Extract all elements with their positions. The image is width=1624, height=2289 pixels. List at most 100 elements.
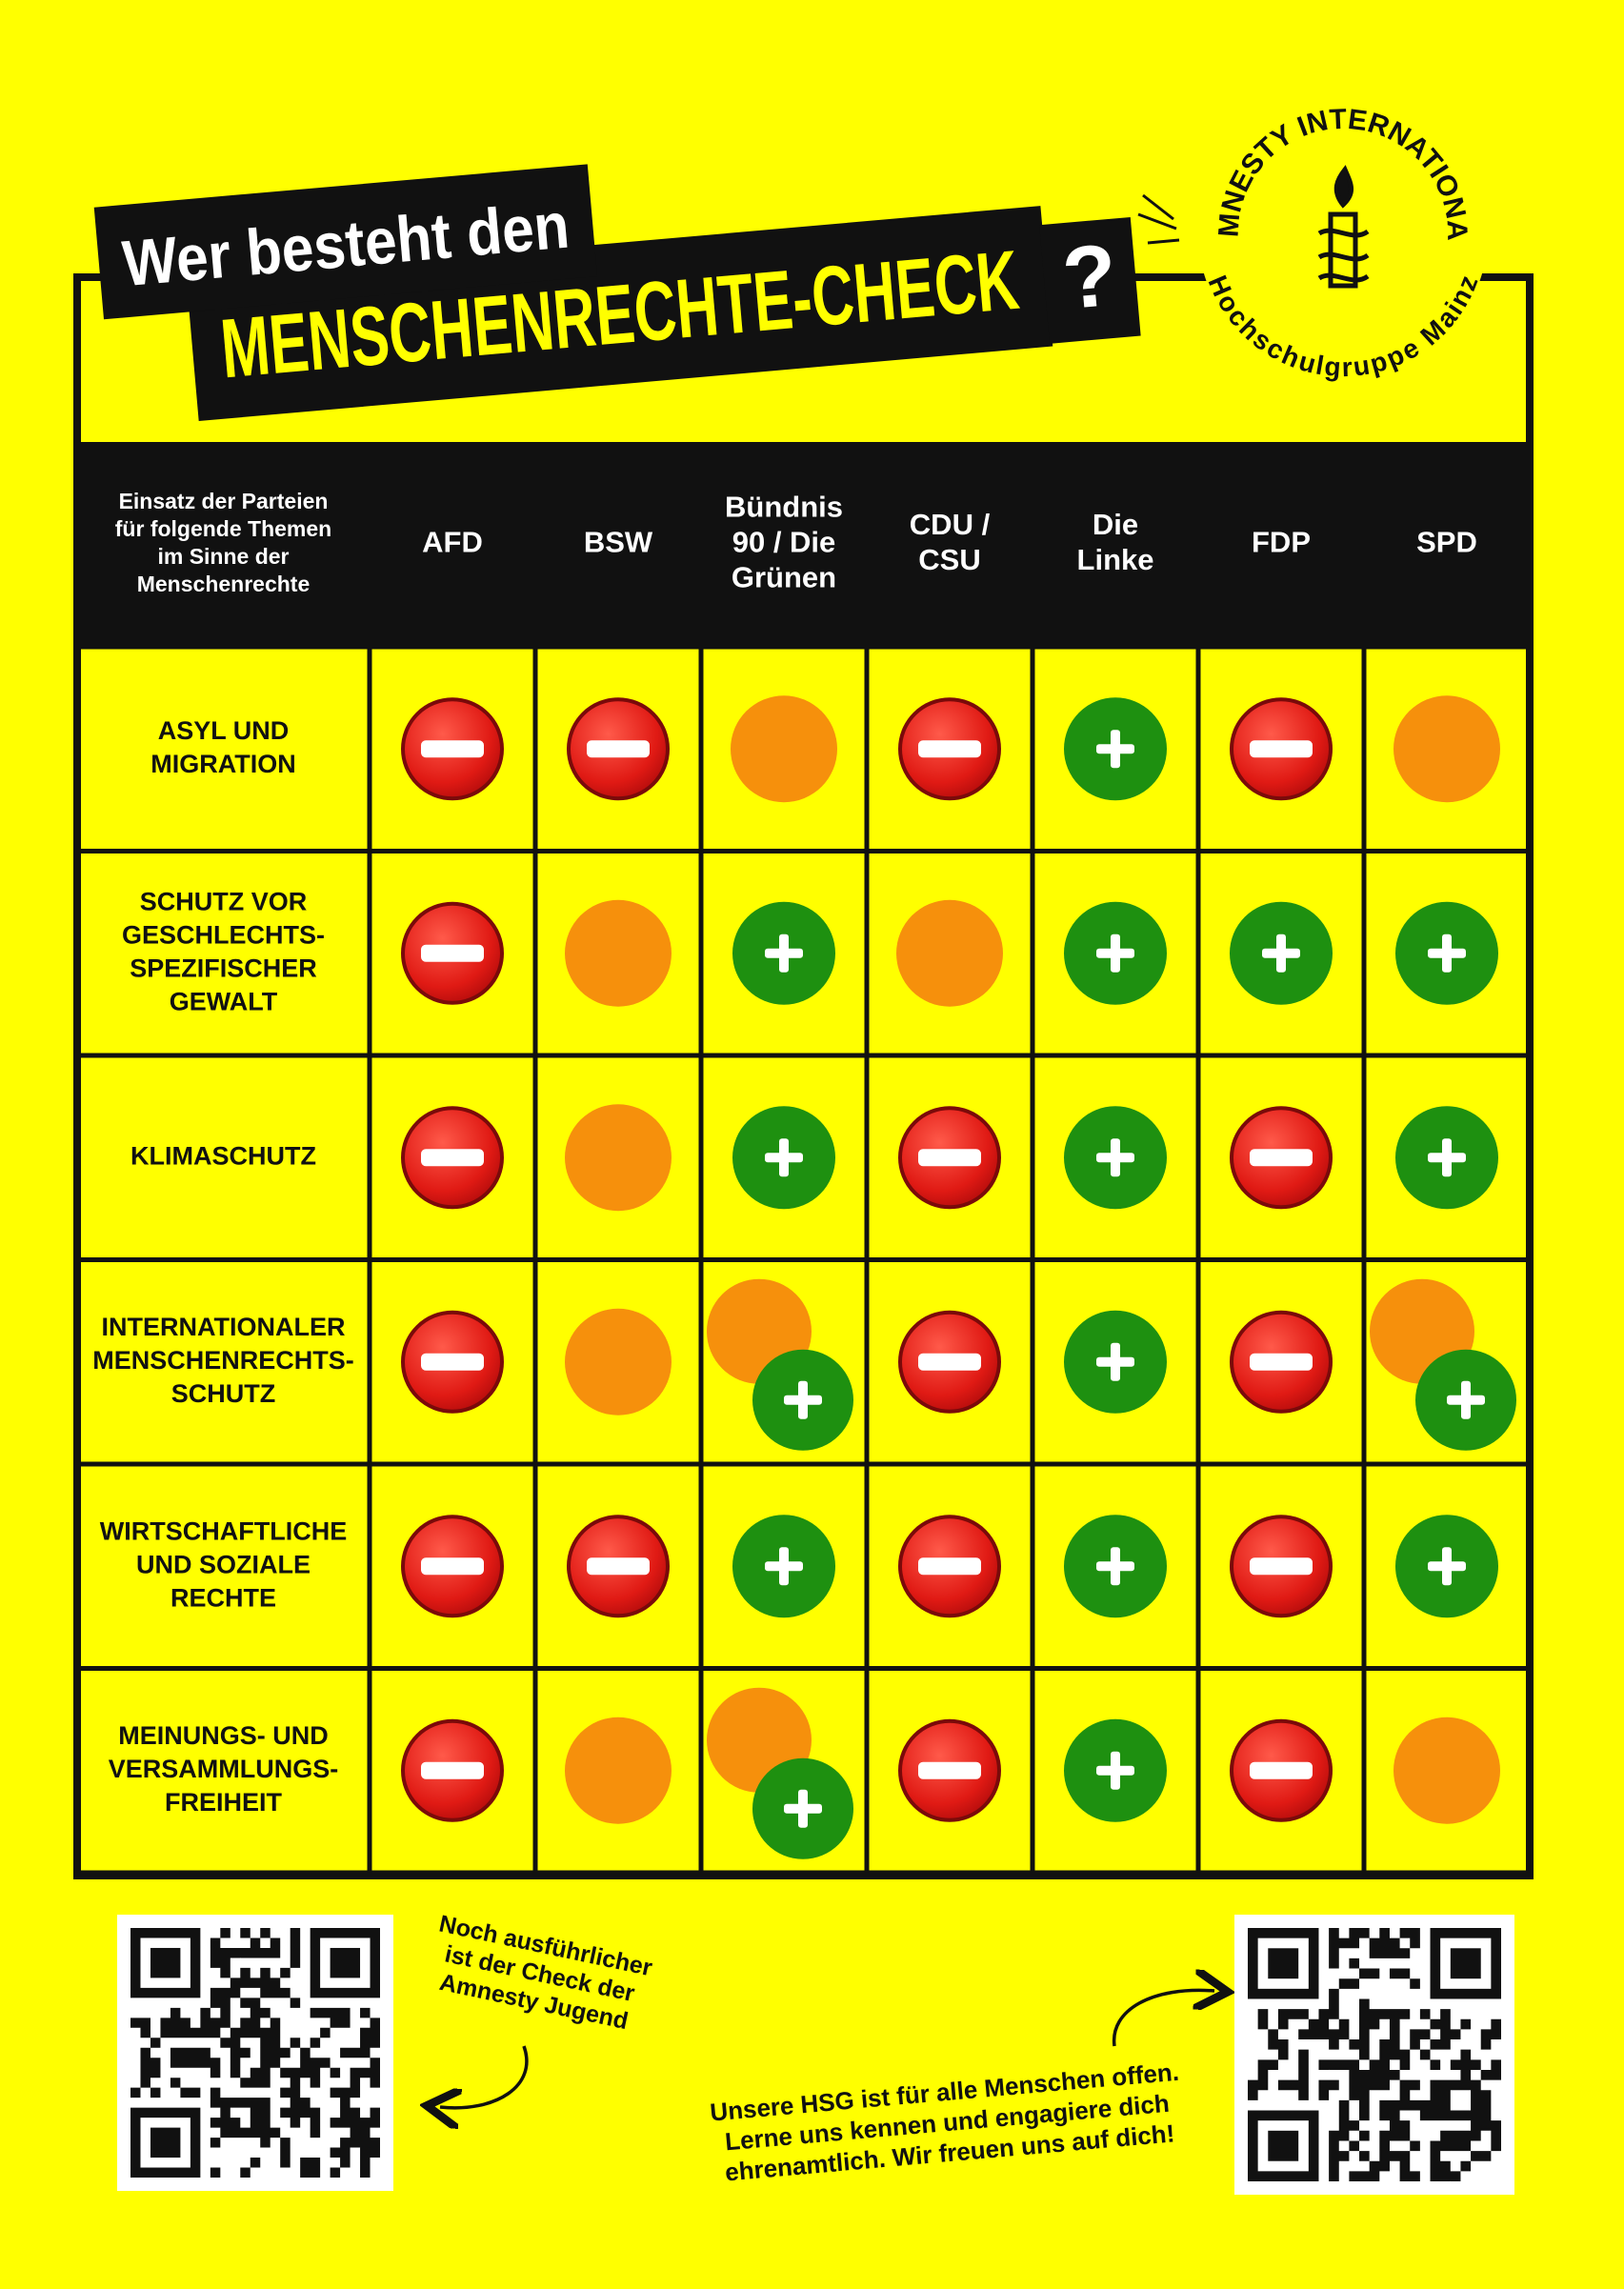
rating-minus [567, 697, 670, 801]
minus-bar [421, 1761, 484, 1779]
rating-neutral [731, 695, 837, 803]
rating-mixed [1370, 1278, 1516, 1451]
rating-neutral [565, 899, 672, 1007]
minus-bar [421, 944, 484, 962]
plus-v [1461, 1380, 1471, 1419]
rating-minus [567, 1515, 670, 1618]
topic-label: WIRTSCHAFTLICHE UND SOZIALE RECHTE [100, 1516, 347, 1612]
topic-line: MENSCHENRECHTS- [92, 1346, 354, 1375]
rating-minus [898, 1718, 1001, 1822]
party-line: CDU / [910, 508, 991, 541]
minus-bar [421, 1557, 484, 1576]
rating-plus [732, 901, 835, 1005]
rating-neutral [565, 1717, 672, 1824]
rating-plus [732, 1515, 835, 1618]
topic-line: SPEZIFISCHER [130, 954, 317, 982]
topic-label: SCHUTZ VOR GESCHLECHTS- SPEZIFISCHER GEWALT [122, 887, 325, 1015]
rating-mixed [707, 1687, 853, 1859]
rating-plus [1395, 1106, 1498, 1210]
qr-finder-inner [150, 2127, 181, 2158]
corner-line: für folgende Themen [115, 516, 331, 541]
rating-plus [1230, 901, 1333, 1005]
rating-plus [1064, 1515, 1167, 1618]
rating-minus [1230, 1515, 1333, 1618]
header-band [77, 442, 1530, 647]
plus-v [1442, 1547, 1452, 1586]
minus-bar [918, 1353, 981, 1371]
rating-neutral [565, 1104, 672, 1212]
minus-bar [918, 1149, 981, 1167]
party-line: BSW [584, 526, 653, 559]
sparkle [1137, 193, 1180, 245]
rating-neutral [1393, 695, 1500, 803]
corner-line: Einsatz der Parteien [119, 489, 329, 513]
rating-minus [401, 697, 504, 801]
party-line: AFD [422, 526, 483, 559]
party-line: FDP [1252, 526, 1311, 559]
corner-label: Einsatz der Parteien für folgende Themen i… [115, 489, 331, 596]
qr-modules [130, 1928, 380, 2178]
party-line: Bündnis [725, 491, 843, 524]
qr-codes [117, 1915, 1514, 2195]
plus-v [779, 934, 789, 973]
arrow-left [440, 2045, 529, 2108]
neutral-circle [565, 1308, 672, 1416]
rating-neutral [565, 1308, 672, 1416]
plus-v [1111, 1751, 1120, 1790]
qr-finder-inner [1268, 2130, 1299, 2161]
rating-minus [401, 1106, 504, 1210]
plus-v [1111, 730, 1120, 769]
title: MENSCHENRECHTE-CHECK Wer besteht den ? [93, 164, 1141, 422]
rating-plus [732, 1106, 835, 1210]
rating-plus [1395, 1515, 1498, 1618]
qr-finder-inner [1450, 1948, 1481, 1979]
plus-v [1111, 1342, 1120, 1381]
party-header: AFD [422, 526, 483, 559]
table: Einsatz der Parteien für folgende Themen i… [77, 489, 1533, 1876]
title-mark: ? [1059, 227, 1121, 329]
party-header: FDP [1252, 526, 1311, 559]
plus-v [798, 1789, 808, 1828]
topic-line: SCHUTZ VOR [140, 887, 308, 915]
plus-v [1111, 934, 1120, 973]
neutral-circle [896, 899, 1003, 1007]
neutral-circle [565, 1717, 672, 1824]
rating-minus [401, 1515, 504, 1618]
rating-neutral [896, 899, 1003, 1007]
candle-icon [1317, 165, 1370, 289]
neutral-circle [565, 1104, 672, 1212]
minus-bar [1250, 1761, 1313, 1779]
qr-code [117, 1915, 393, 2191]
neutral-circle [1393, 695, 1500, 803]
topic-line: SCHUTZ [171, 1379, 276, 1408]
party-header: Die Linke [1077, 508, 1154, 576]
topic-line: GEWALT [170, 987, 278, 1015]
plus-v [1442, 1138, 1452, 1177]
topic-line: VERSAMMLUNGS- [109, 1755, 339, 1783]
neutral-circle [565, 899, 672, 1007]
rating-plus [1064, 697, 1167, 801]
neutral-circle [1393, 1717, 1500, 1824]
plus-v [1276, 934, 1286, 973]
minus-bar [1250, 1557, 1313, 1576]
minus-bar [918, 740, 981, 758]
minus-bar [918, 1557, 981, 1576]
title-box-2 [186, 206, 1053, 422]
title-box-1 [93, 164, 598, 320]
rating-minus [1230, 1310, 1333, 1414]
rating-plus [1064, 1310, 1167, 1414]
rating-minus [898, 1515, 1001, 1618]
rating-minus [401, 1310, 504, 1414]
plus-v [779, 1138, 789, 1177]
party-header: SPD [1416, 526, 1477, 559]
qr-finder-inner [150, 1947, 181, 1978]
plus-v [1111, 1547, 1120, 1586]
rating-mixed [707, 1278, 853, 1451]
minus-bar [421, 1353, 484, 1371]
party-line: SPD [1416, 526, 1477, 559]
party-line: Grünen [732, 561, 836, 594]
minus-bar [421, 1149, 484, 1167]
neutral-circle [731, 695, 837, 803]
rating-plus [1395, 901, 1498, 1005]
